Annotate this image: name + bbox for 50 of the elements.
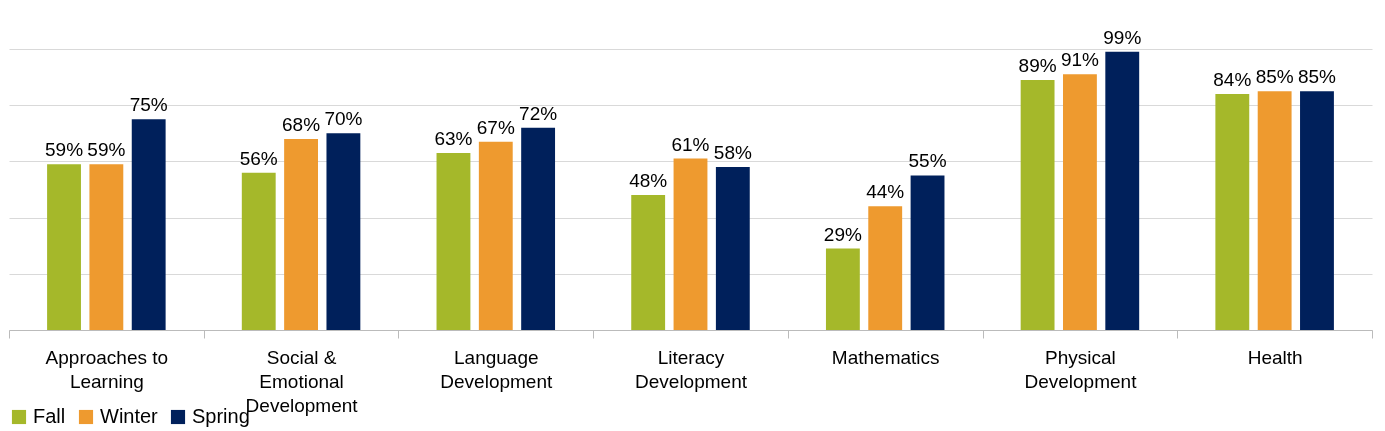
bar	[673, 158, 708, 330]
legend-label: Winter	[100, 405, 159, 427]
bar	[1300, 91, 1334, 330]
bar	[910, 175, 945, 330]
data-label: 56%	[239, 147, 278, 169]
bar	[1257, 91, 1292, 330]
data-label: 70%	[324, 108, 363, 130]
bar	[131, 119, 166, 330]
bar	[715, 167, 750, 330]
data-label: 48%	[629, 170, 668, 192]
data-label: 61%	[671, 133, 710, 155]
bar	[284, 138, 318, 330]
data-label: 59%	[45, 139, 84, 161]
data-label: 75%	[129, 94, 168, 116]
bar	[521, 127, 556, 330]
bar	[631, 195, 666, 330]
bar	[436, 152, 471, 330]
data-label: 99%	[1103, 26, 1142, 48]
bar	[241, 172, 276, 330]
data-label: 68%	[282, 113, 321, 135]
x-tick-label: Health	[1247, 346, 1303, 368]
data-label: 89%	[1018, 54, 1057, 76]
data-label: 84%	[1213, 68, 1252, 90]
data-label: 29%	[823, 223, 862, 245]
data-label: 85%	[1297, 66, 1337, 88]
data-label: 59%	[87, 139, 126, 161]
bar	[478, 141, 513, 330]
bar	[89, 164, 124, 330]
x-tick-label: Language Development	[440, 346, 553, 392]
bar	[1063, 74, 1097, 330]
bar	[868, 206, 903, 330]
bar	[825, 248, 860, 330]
x-tick-label: Mathematics	[831, 346, 940, 368]
x-tick-label: Approaches to Learning	[45, 346, 169, 392]
bar	[326, 133, 361, 330]
data-label: 63%	[434, 127, 473, 149]
data-label: 91%	[1060, 49, 1100, 71]
data-label: 72%	[519, 102, 558, 124]
data-label: 44%	[866, 181, 905, 203]
x-tick-label: Literacy Development	[635, 346, 748, 392]
bar	[47, 164, 81, 330]
bar	[1105, 51, 1140, 330]
x-tick-label: Physical Development	[1024, 346, 1138, 392]
data-label: 67%	[476, 116, 515, 138]
data-label: 58%	[713, 142, 752, 164]
legend-label: Fall	[33, 405, 66, 427]
data-label: 85%	[1255, 66, 1294, 88]
data-label: 55%	[908, 150, 947, 172]
bar	[1215, 93, 1250, 330]
bar	[1020, 79, 1055, 330]
